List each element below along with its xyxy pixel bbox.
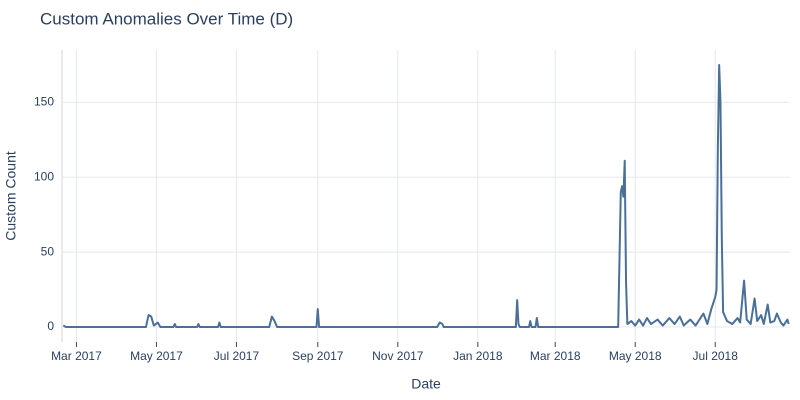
x-tick-label: May 2017: [130, 349, 183, 363]
x-tick-label: Mar 2017: [51, 349, 102, 363]
x-tick-label: Nov 2017: [372, 349, 424, 363]
y-tick-label: 50: [41, 244, 55, 258]
y-axis-label: Custom Count: [3, 151, 19, 241]
y-tick-label: 150: [34, 95, 54, 109]
data-line: [62, 63, 790, 329]
x-tick-label: Mar 2018: [530, 349, 581, 363]
x-tick-label: Sep 2017: [292, 349, 344, 363]
x-axis-label: Date: [411, 376, 441, 392]
y-tick-label: 0: [47, 319, 54, 333]
x-tick-label: Jul 2017: [214, 349, 260, 363]
chart-title: Custom Anomalies Over Time (D): [40, 9, 293, 28]
x-tick-label: Jul 2018: [693, 349, 739, 363]
x-tick-label: Jan 2018: [453, 349, 503, 363]
y-tick-label: 100: [34, 169, 54, 183]
x-tick-label: May 2018: [609, 349, 662, 363]
